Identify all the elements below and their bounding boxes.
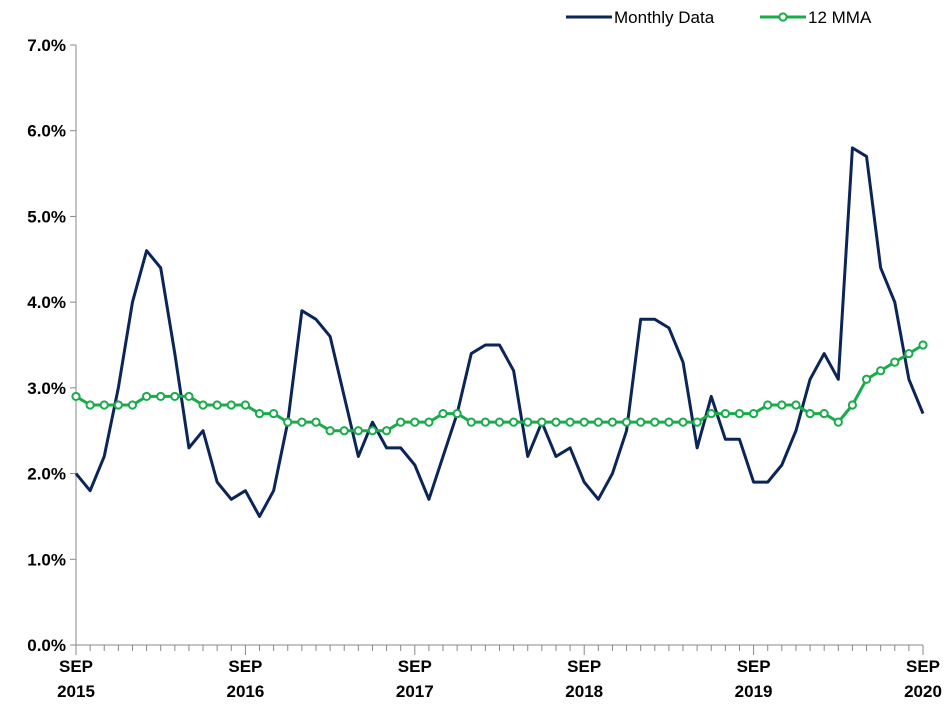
legend-label: Monthly Data <box>614 8 715 27</box>
mma-point <box>720 408 730 419</box>
x-tick-label-year: 2016 <box>226 682 264 701</box>
y-tick-label: 2.0% <box>27 465 66 484</box>
mma-point <box>127 400 138 410</box>
x-tick-label-month: SEP <box>906 657 940 676</box>
mma-point <box>198 400 208 410</box>
mma-point <box>551 417 561 427</box>
x-tick-label-month: SEP <box>567 657 601 676</box>
mma-point <box>621 417 632 427</box>
mma-point <box>833 417 843 427</box>
mma-point <box>325 426 335 436</box>
mma-point <box>141 391 152 402</box>
mma-point <box>71 391 81 402</box>
mma-point <box>777 400 787 410</box>
y-tick-label: 4.0% <box>27 293 66 312</box>
mma-point <box>509 417 519 427</box>
legend-label: 12 MMA <box>808 8 872 27</box>
mma-point <box>678 417 688 427</box>
mma-point <box>396 417 406 427</box>
mma-point <box>452 408 462 419</box>
mma-point <box>269 408 279 419</box>
x-tick-label-year: 2020 <box>904 682 942 701</box>
mma-point <box>254 408 265 419</box>
mma-point <box>410 417 420 427</box>
x-tick-label-year: 2017 <box>396 682 434 701</box>
mma-point <box>184 391 194 402</box>
mma-point <box>212 400 222 410</box>
mma-point <box>523 417 533 427</box>
mma-point <box>664 417 674 427</box>
x-axis: SEP 2015 SEP 2016 SEP 2017 SEP 2018 SEP 2019 SEP 20… <box>57 644 942 701</box>
mma-point <box>99 400 109 410</box>
mma-point <box>749 408 759 419</box>
x-tick-label-month: SEP <box>398 657 432 676</box>
mma-point <box>85 400 95 410</box>
mma-point <box>734 408 745 419</box>
mma-point <box>339 426 349 436</box>
mma-point <box>636 417 646 427</box>
legend-swatch-marker <box>778 12 788 22</box>
mma-point <box>593 417 603 427</box>
mma-point <box>424 417 434 427</box>
mma-point <box>537 417 547 427</box>
y-axis: 0.0% 1.0% 2.0% 3.0% 4.0% 5.0% 6.0% 7.0% <box>27 36 77 655</box>
mma-point <box>466 417 476 427</box>
mma-point <box>240 400 250 410</box>
y-tick-label: 5.0% <box>27 207 66 226</box>
monthly-data-line <box>74 146 925 518</box>
y-tick-label: 0.0% <box>27 636 66 655</box>
series-layer <box>71 146 928 518</box>
x-tick-label-year: 2015 <box>57 682 95 701</box>
x-tick-label-year: 2019 <box>735 682 773 701</box>
mma-point <box>579 417 589 427</box>
mma-point <box>283 417 293 427</box>
y-tick-label: 1.0% <box>27 550 66 569</box>
mma-point <box>226 400 236 410</box>
mma-point <box>805 408 815 419</box>
mma-point <box>438 408 448 419</box>
mma-point <box>692 417 702 427</box>
mma-point <box>791 400 801 410</box>
x-tick-label-month: SEP <box>59 657 93 676</box>
mma-point <box>607 417 618 427</box>
mma-point <box>650 417 660 427</box>
mma-point <box>904 348 914 359</box>
mma-point <box>819 408 829 419</box>
x-tick-label-month: SEP <box>737 657 771 676</box>
mma-point <box>706 408 716 419</box>
mma-point <box>297 417 307 427</box>
mma-point <box>170 391 180 402</box>
mma-point <box>113 400 123 410</box>
y-tick-label: 7.0% <box>27 36 66 55</box>
mma-point <box>311 417 321 427</box>
y-tick-label: 6.0% <box>27 122 66 141</box>
mma-point <box>381 426 392 436</box>
mma-point <box>890 357 900 367</box>
series-1 <box>71 340 928 436</box>
mma-point <box>918 340 928 350</box>
mma-point <box>156 391 166 402</box>
mma-point <box>353 426 363 436</box>
mma-point <box>494 417 505 427</box>
legend: Monthly Data 12 MMA <box>566 8 872 27</box>
x-tick-label-month: SEP <box>228 657 262 676</box>
x-tick-label-year: 2018 <box>565 682 603 701</box>
mma-point <box>876 366 886 376</box>
mma-point <box>847 400 858 410</box>
mma-point <box>763 400 773 410</box>
mma-point <box>480 417 490 427</box>
mma-point <box>861 374 872 384</box>
y-tick-label: 3.0% <box>27 379 66 398</box>
mma-point <box>565 417 575 427</box>
series-0 <box>74 146 925 518</box>
mma-point <box>367 426 378 436</box>
